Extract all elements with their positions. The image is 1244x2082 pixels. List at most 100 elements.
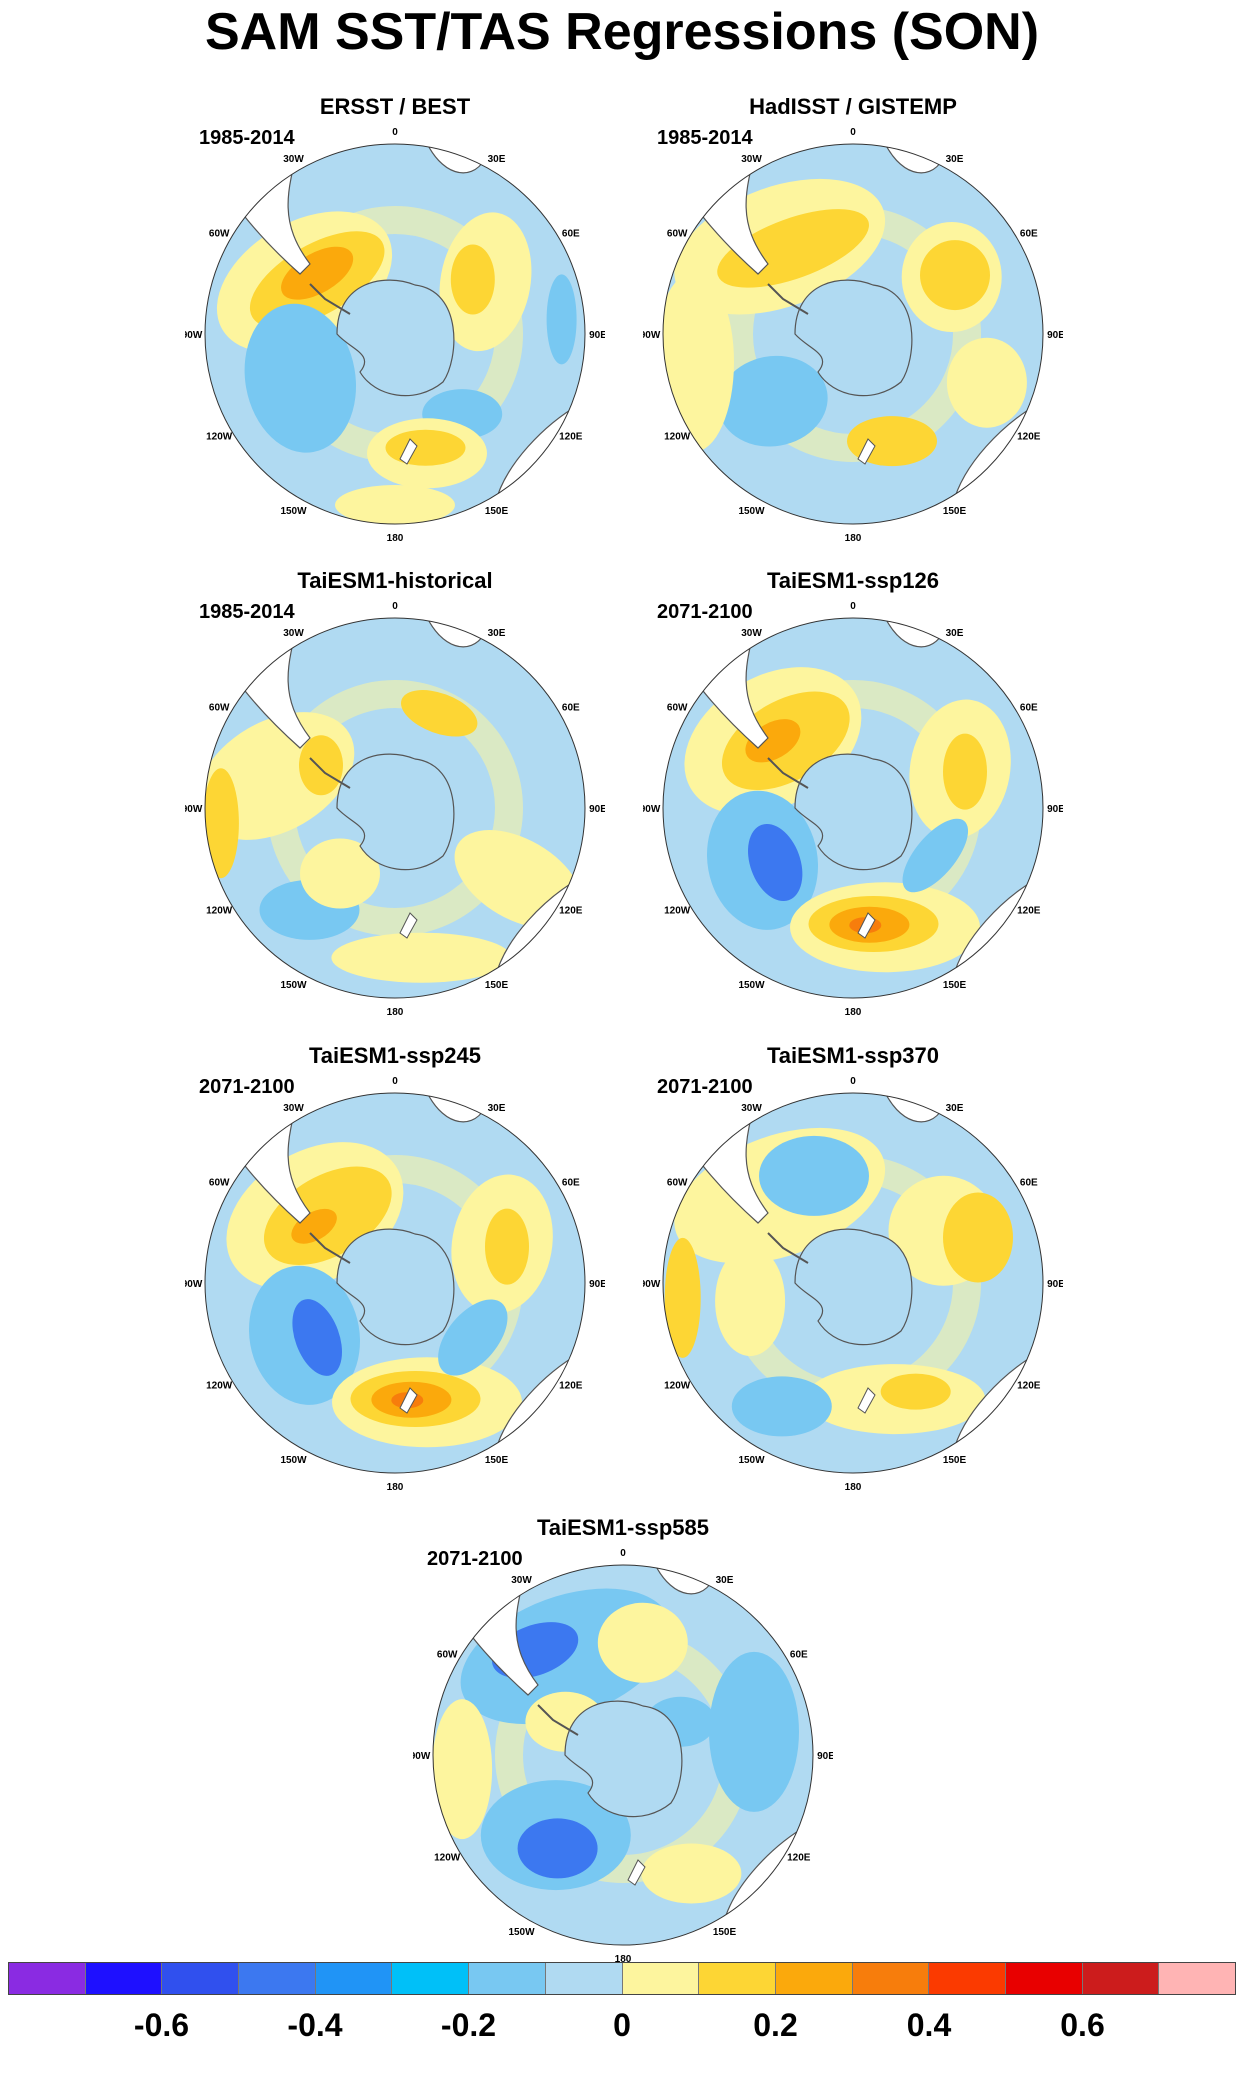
longitude-label: 30E xyxy=(716,1575,734,1586)
longitude-label: 90E xyxy=(1047,330,1063,341)
map-panel: TaiESM1-ssp585 2071-2100 0 30E 60E 90E 120E 150… xyxy=(413,1515,833,1975)
colorbar-cell xyxy=(1082,1963,1160,1994)
colorbar-tick-label: 0.2 xyxy=(753,2007,798,2043)
longitude-label: 150E xyxy=(943,1455,967,1466)
panel-period: 2071-2100 xyxy=(199,1076,295,1098)
colorbar-tick-label: 0 xyxy=(613,2007,631,2043)
longitude-label: 120W xyxy=(434,1853,461,1864)
longitude-label: 60W xyxy=(667,229,688,240)
polar-map: 0 30E 60E 90E 120E 150E 180 150W 120W 90W 60W 30W xyxy=(185,127,605,544)
longitude-label: 90E xyxy=(589,804,605,815)
longitude-label: 150E xyxy=(485,1455,509,1466)
anomaly-contour xyxy=(943,733,987,810)
figure-title: SAM SST/TAS Regressions (SON) xyxy=(204,3,1040,61)
anomaly-contour xyxy=(715,1246,786,1357)
longitude-label: 120W xyxy=(206,906,233,917)
antarctic-peninsula xyxy=(309,757,351,789)
antarctica-coastline xyxy=(336,753,455,871)
longitude-label: 0 xyxy=(392,1076,398,1087)
panel-title: TaiESM1-ssp126 xyxy=(766,568,939,593)
anomaly-contour xyxy=(880,1373,951,1410)
longitude-label: 150W xyxy=(738,506,765,517)
map-border xyxy=(662,1092,1044,1474)
longitude-label: 120E xyxy=(559,432,583,443)
polar-map: 0 30E 60E 90E 120E 150E 180 150W 120W 90W 60W 30W xyxy=(185,1076,605,1493)
longitude-label: 180 xyxy=(615,1954,632,1965)
longitude-label: 90E xyxy=(1047,1279,1063,1290)
colorbar-tick-label: -0.4 xyxy=(287,2007,343,2043)
anomaly-contour xyxy=(292,1299,342,1376)
map-border xyxy=(204,617,586,999)
longitude-label: 30E xyxy=(946,1103,964,1114)
panel-title: TaiESM1-historical xyxy=(297,568,493,593)
longitude-label: 120E xyxy=(787,1853,811,1864)
colorbar-cell xyxy=(1005,1963,1083,1994)
longitude-label: 60W xyxy=(667,703,688,714)
anomaly-contour xyxy=(641,1843,742,1904)
panel-period: 2071-2100 xyxy=(657,601,753,623)
longitude-label: 180 xyxy=(845,1007,862,1018)
new-zealand-coastline xyxy=(399,912,418,939)
longitude-label: 0 xyxy=(850,1076,856,1087)
colorbar-cell xyxy=(852,1963,930,1994)
anomaly-contour xyxy=(664,1237,701,1358)
anomaly-contour xyxy=(433,1699,493,1840)
anomaly-contour xyxy=(438,1299,508,1376)
colorbar-cell xyxy=(162,1963,240,1994)
longitude-label: 60E xyxy=(1020,703,1038,714)
anomaly-contour xyxy=(920,240,990,311)
longitude-label: 150W xyxy=(280,980,307,991)
longitude-label: 0 xyxy=(392,127,398,138)
antarctic-peninsula xyxy=(767,283,809,315)
panel-title: TaiESM1-ssp370 xyxy=(766,1043,939,1068)
longitude-label: 60E xyxy=(562,229,580,240)
colorbar-cell xyxy=(699,1963,776,1994)
longitude-label: 60E xyxy=(790,1650,808,1661)
new-zealand-coastline xyxy=(627,1859,646,1886)
map-panel: HadISST / GISTEMP 1985-2014 0 30E 60E 90E 120E… xyxy=(643,94,1063,554)
colorbar-cell xyxy=(315,1963,393,1994)
longitude-label: 180 xyxy=(845,1482,862,1493)
antarctic-peninsula xyxy=(767,757,809,789)
colorbar-cell xyxy=(469,1963,546,1994)
antarctic-peninsula xyxy=(309,283,351,315)
antarctica-coastline xyxy=(794,753,913,871)
longitude-label: 60E xyxy=(1020,229,1038,240)
longitude-label: 90E xyxy=(589,330,605,341)
longitude-label: 90W xyxy=(185,804,203,815)
longitude-label: 0 xyxy=(620,1548,626,1559)
longitude-label: 150E xyxy=(713,1927,737,1938)
antarctic-peninsula xyxy=(767,1232,809,1264)
panel-period: 2071-2100 xyxy=(657,1076,753,1098)
longitude-label: 120E xyxy=(559,1381,583,1392)
antarctic-peninsula xyxy=(309,1232,351,1264)
longitude-label: 60E xyxy=(562,1178,580,1189)
anomaly-contour xyxy=(517,1818,598,1879)
new-zealand-coastline xyxy=(857,438,876,465)
polar-map: 0 30E 60E 90E 120E 150E 180 150W 120W 90W 60W 30W xyxy=(413,1548,833,1965)
panel-title: HadISST / GISTEMP xyxy=(749,94,957,119)
longitude-label: 150W xyxy=(738,980,765,991)
colorbar-cell xyxy=(775,1963,853,1994)
anomaly-contour xyxy=(902,818,969,893)
anomaly-contour xyxy=(335,485,455,524)
longitude-label: 60W xyxy=(209,229,230,240)
longitude-label: 60E xyxy=(1020,1178,1038,1189)
longitude-label: 150E xyxy=(485,980,509,991)
polar-map: 0 30E 60E 90E 120E 150E 180 150W 120W 90W 60W 30W xyxy=(643,1076,1063,1493)
longitude-label: 90W xyxy=(643,804,661,815)
longitude-label: 30E xyxy=(488,154,506,165)
polar-map: 0 30E 60E 90E 120E 150E 180 150W 120W 90W 60W 30W xyxy=(643,127,1063,544)
colorbar xyxy=(8,1962,1236,1995)
longitude-label: 0 xyxy=(850,127,856,138)
anomaly-contour xyxy=(450,244,495,315)
longitude-label: 150W xyxy=(508,1927,535,1938)
colorbar-tick-label: 0.6 xyxy=(1060,2007,1105,2043)
longitude-label: 150E xyxy=(943,980,967,991)
longitude-label: 180 xyxy=(845,533,862,544)
longitude-label: 30W xyxy=(283,1103,304,1114)
panel-title: TaiESM1-ssp585 xyxy=(536,1515,709,1540)
longitude-label: 120E xyxy=(1017,432,1041,443)
longitude-label: 120W xyxy=(206,432,233,443)
longitude-label: 90E xyxy=(589,1279,605,1290)
